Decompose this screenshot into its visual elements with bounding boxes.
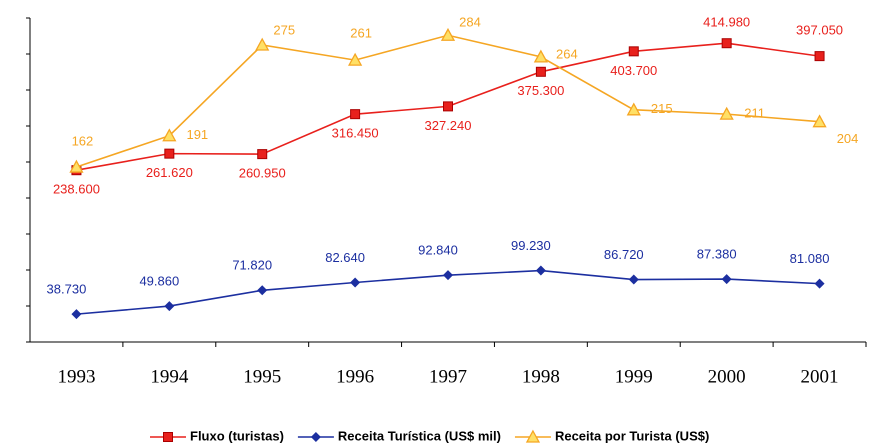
marker (721, 274, 732, 285)
legend: Fluxo (turistas) Receita Turística (US$ m… (150, 428, 709, 443)
series-line (76, 34, 820, 168)
x-tick-label: 1998 (522, 366, 560, 387)
marker (162, 128, 177, 142)
marker (525, 429, 541, 443)
data-label: 99.230 (511, 238, 551, 253)
x-tick-label: 2000 (708, 366, 746, 387)
marker (628, 274, 639, 285)
marker (69, 159, 84, 173)
marker (533, 49, 548, 63)
marker (163, 432, 173, 442)
marker (310, 432, 321, 442)
data-label: 191 (186, 127, 208, 142)
data-label: 275 (273, 22, 295, 37)
series: 38.730 49.860 71.820 82.640 92.840 99.230 86.7… (47, 238, 830, 320)
marker (721, 38, 732, 49)
data-label: 162 (72, 133, 94, 148)
series: 238.600 261.620 260.950 316.450 327.240 375.3… (53, 15, 843, 197)
marker (350, 109, 361, 120)
legend-label: Receita Turística (US$ mil) (338, 428, 501, 443)
marker (443, 270, 453, 281)
legend-label: Fluxo (turistas) (190, 428, 284, 443)
x-tick-label: 1999 (615, 366, 653, 387)
marker (164, 148, 175, 159)
marker (535, 66, 546, 77)
x-tick-label: 1995 (243, 366, 281, 387)
data-label: 397.050 (796, 23, 843, 38)
data-label: 87.380 (697, 247, 737, 262)
marker (719, 106, 734, 120)
data-label: 316.450 (332, 126, 379, 141)
data-label: 204 (837, 131, 859, 146)
data-label: 264 (556, 46, 578, 61)
marker (440, 27, 456, 41)
marker (535, 265, 546, 276)
series: 162 191 275 261 284 264 215 211 204 (69, 15, 859, 173)
x-tick-label: 2001 (801, 366, 839, 387)
data-label: 211 (744, 106, 765, 121)
data-label: 38.730 (47, 282, 87, 297)
marker (812, 114, 827, 128)
marker (71, 309, 82, 320)
data-label: 284 (459, 15, 481, 30)
data-label: 238.600 (53, 182, 100, 197)
marker (814, 51, 825, 62)
data-label: 81.080 (790, 251, 830, 266)
data-label: 82.640 (325, 250, 365, 265)
data-label: 260.950 (239, 166, 286, 181)
data-label: 215 (651, 101, 673, 116)
legend-label: Receita por Turista (US$) (555, 428, 709, 443)
x-tick-label: 1994 (150, 366, 189, 387)
data-label: 86.720 (604, 247, 644, 262)
marker (348, 52, 363, 66)
data-label: 414.980 (703, 15, 750, 30)
marker (257, 149, 268, 160)
marker (255, 37, 270, 51)
data-label: 92.840 (418, 243, 458, 258)
data-label: 375.300 (517, 83, 564, 98)
x-tick-label: 1996 (336, 366, 374, 387)
marker (257, 285, 268, 296)
marker (628, 46, 639, 57)
marker (164, 301, 175, 312)
marker (626, 102, 641, 116)
data-label: 71.820 (232, 258, 272, 273)
marker (443, 101, 453, 112)
x-tick-label: 1993 (57, 366, 95, 387)
marker (814, 278, 825, 289)
data-label: 403.700 (610, 63, 657, 78)
data-label: 261 (350, 26, 372, 41)
data-label: 327.240 (425, 118, 472, 133)
data-label: 261.620 (146, 165, 193, 180)
x-tick-label: 1997 (429, 366, 467, 387)
marker (350, 277, 361, 288)
data-label: 49.860 (139, 274, 179, 289)
